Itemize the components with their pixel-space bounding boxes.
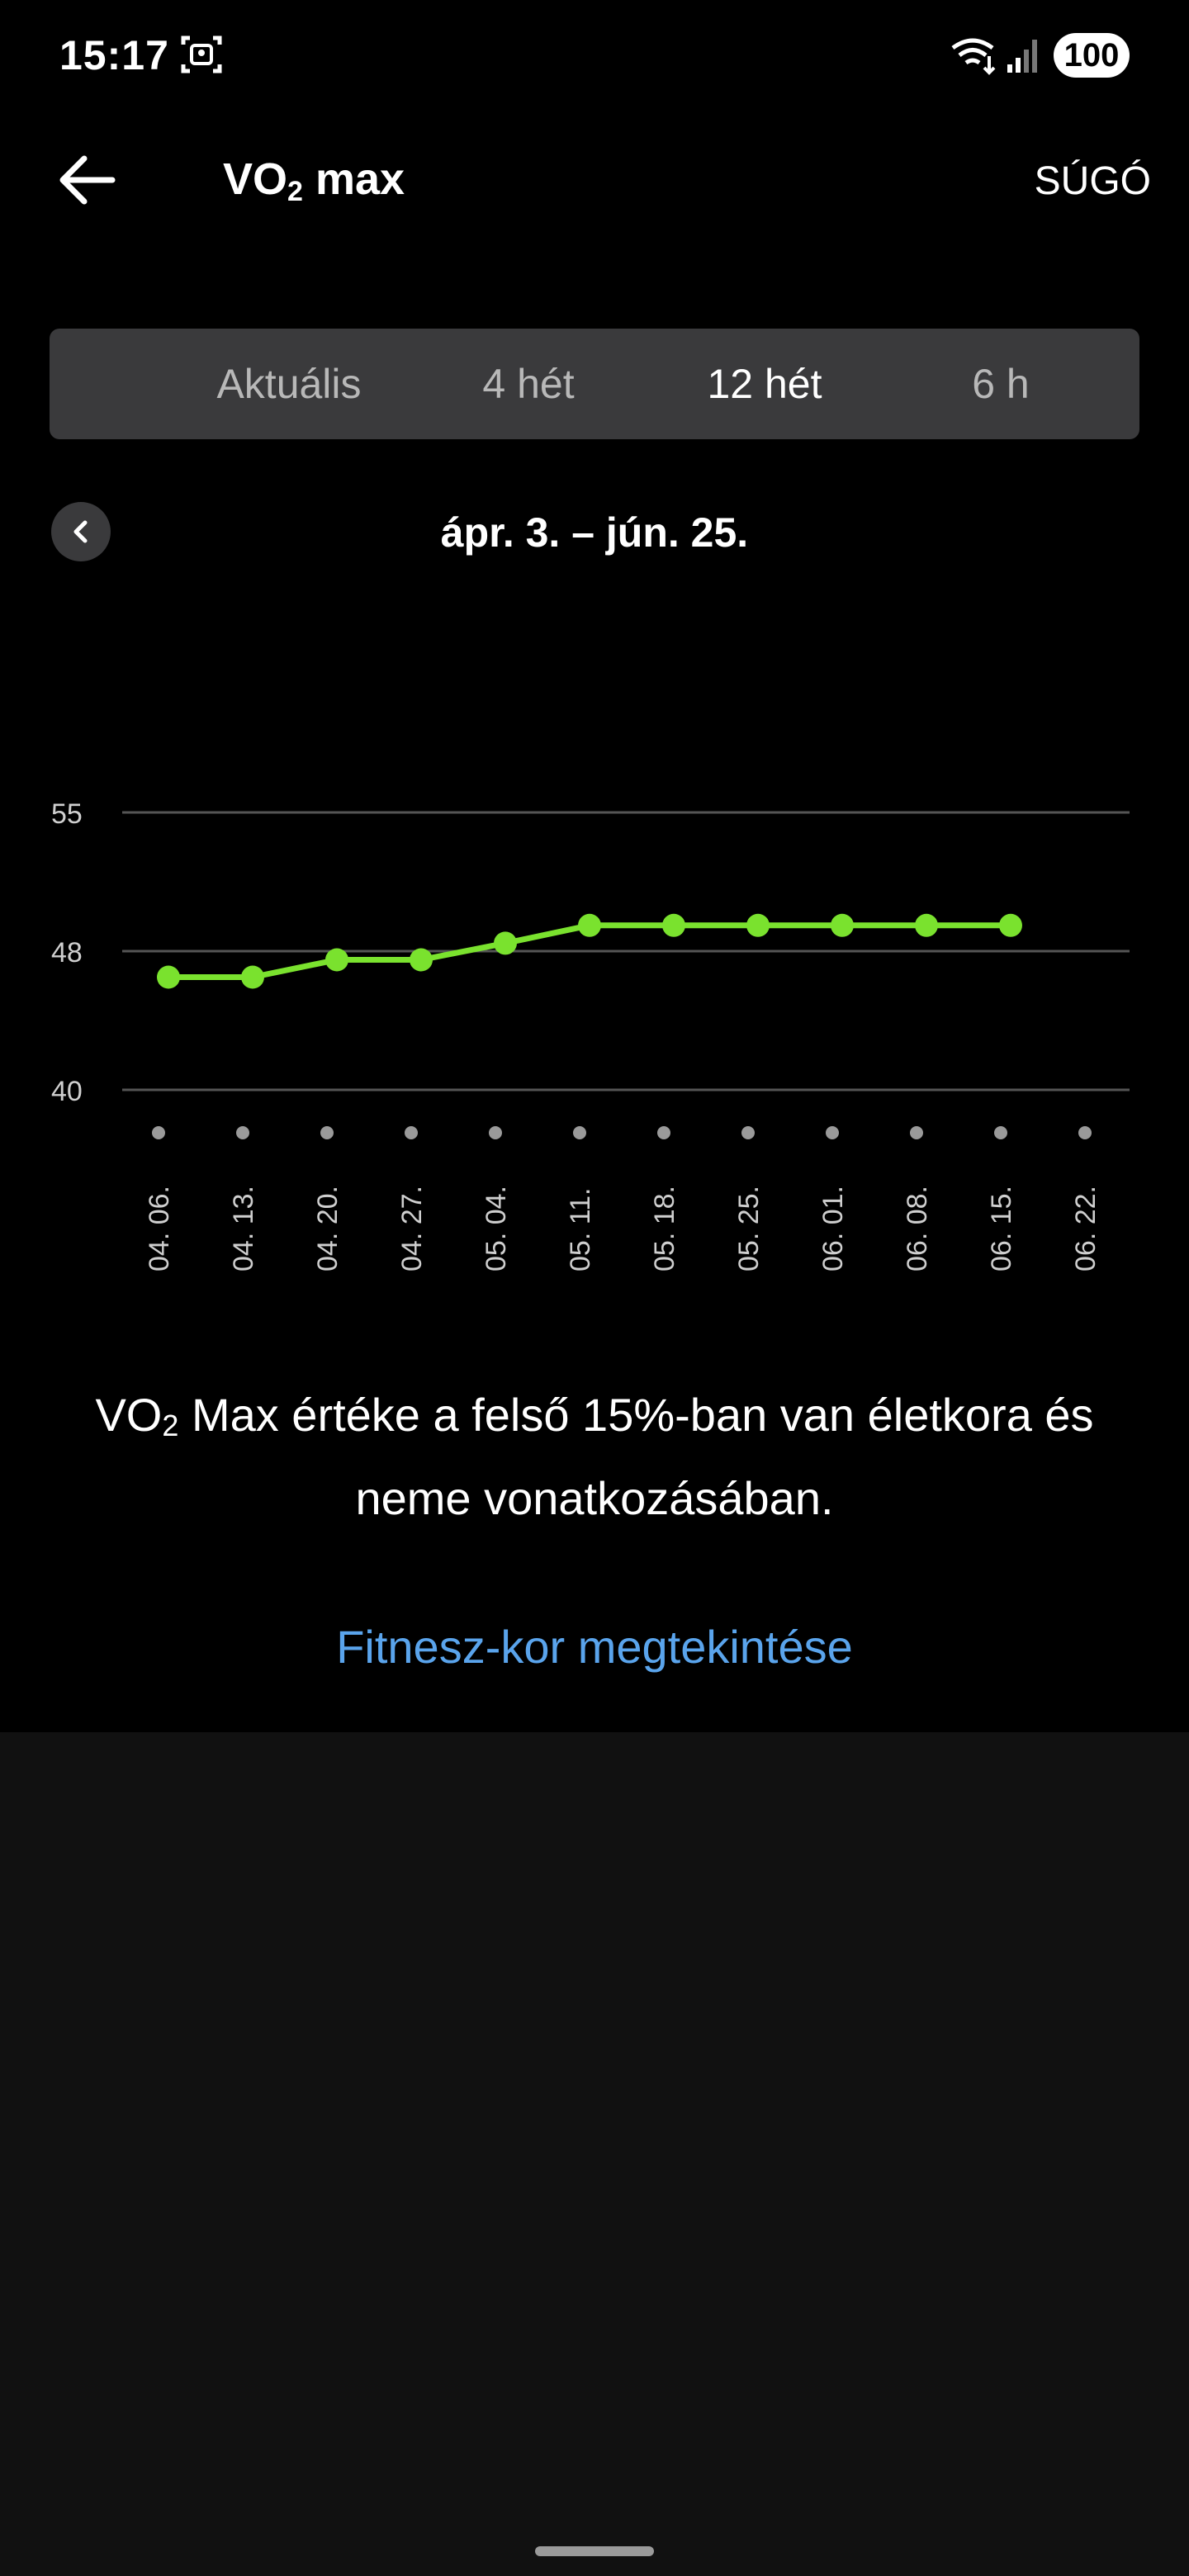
- data-point: [578, 913, 601, 937]
- x-tick-label: 04. 13.: [228, 1186, 259, 1271]
- x-tick-label: 06. 08.: [902, 1186, 933, 1271]
- message-prefix: VO: [95, 1389, 163, 1441]
- y-tick-label: 40: [51, 1076, 83, 1107]
- x-tick-dot: [1078, 1126, 1092, 1139]
- data-point: [662, 913, 685, 937]
- x-tick-dot: [152, 1126, 165, 1139]
- data-point: [831, 913, 854, 937]
- x-tick-label: 04. 20.: [312, 1186, 343, 1271]
- data-point: [410, 948, 433, 972]
- x-tick-label: 06. 15.: [986, 1186, 1017, 1271]
- screenshot-icon: [181, 36, 222, 73]
- x-tick-label: 05. 04.: [481, 1186, 512, 1271]
- date-range: ápr. 3. – jún. 25.: [440, 509, 749, 556]
- x-tick-dot: [489, 1126, 502, 1139]
- x-tick-label: 06. 01.: [817, 1186, 849, 1271]
- x-tick-label: 06. 22.: [1070, 1186, 1101, 1271]
- tab-6-months[interactable]: 6 h: [972, 361, 1030, 407]
- arrow-left-icon: [59, 155, 116, 205]
- home-indicator: [535, 2546, 654, 2556]
- x-tick-label: 05. 11.: [565, 1188, 596, 1271]
- x-tick-dot: [826, 1126, 839, 1139]
- wifi-icon: [951, 38, 996, 75]
- message-text: Max értéke a felső 15%-ban van életkora …: [178, 1389, 1094, 1524]
- data-point: [999, 913, 1022, 937]
- vo2-max-message: VO2 Max értéke a felső 15%-ban van életk…: [50, 1379, 1139, 1535]
- back-button[interactable]: [50, 140, 124, 215]
- help-button[interactable]: SÚGÓ: [1034, 159, 1151, 203]
- data-point: [241, 965, 264, 989]
- x-tick-dot: [994, 1126, 1007, 1139]
- tab-12-weeks[interactable]: 12 hét: [707, 361, 822, 407]
- y-tick-label: 48: [51, 937, 83, 968]
- y-tick-label: 55: [51, 798, 83, 830]
- signal-icon: [1007, 40, 1037, 73]
- data-point: [494, 931, 517, 955]
- data-point: [915, 913, 938, 937]
- fitness-age-link[interactable]: Fitnesz-kor megtekintése: [336, 1621, 853, 1673]
- data-point: [157, 965, 180, 989]
- x-tick-dot: [910, 1126, 923, 1139]
- chevron-left-icon: [73, 520, 88, 543]
- x-tick-dot: [657, 1126, 670, 1139]
- status-bar: 15:17 100: [0, 0, 1189, 116]
- x-tick-label: 05. 25.: [733, 1186, 765, 1271]
- title-main: VO: [223, 154, 288, 204]
- status-time: 15:17: [59, 32, 169, 78]
- period-tab-bar: Aktuális 4 hét 12 hét 6 h: [50, 329, 1139, 439]
- title-rest: max: [302, 154, 405, 204]
- previous-period-button[interactable]: [51, 502, 111, 561]
- title-subscript: 2: [287, 176, 303, 207]
- tab-current[interactable]: Aktuális: [216, 361, 362, 407]
- battery-badge: 100: [1054, 33, 1130, 78]
- x-tick-label: 05. 18.: [649, 1186, 680, 1271]
- page-title: VO2 max: [223, 154, 405, 208]
- message-subscript: 2: [162, 1409, 179, 1442]
- x-tick-dot: [320, 1126, 334, 1139]
- vo2-max-chart: 55 48 40 04. 06. 04. 13. 04. 20. 04. 27. 05. 04…: [51, 798, 1130, 1271]
- main-screen: [0, 0, 1189, 1732]
- tab-4-weeks[interactable]: 4 hét: [482, 361, 575, 407]
- x-tick-label: 04. 27.: [396, 1186, 428, 1271]
- x-tick-label: 04. 06.: [144, 1186, 175, 1271]
- x-tick-dot: [236, 1126, 249, 1139]
- data-point: [746, 913, 770, 937]
- data-point: [325, 948, 348, 972]
- x-tick-dot: [573, 1126, 586, 1139]
- x-tick-dot: [741, 1126, 755, 1139]
- x-tick-dot: [405, 1126, 418, 1139]
